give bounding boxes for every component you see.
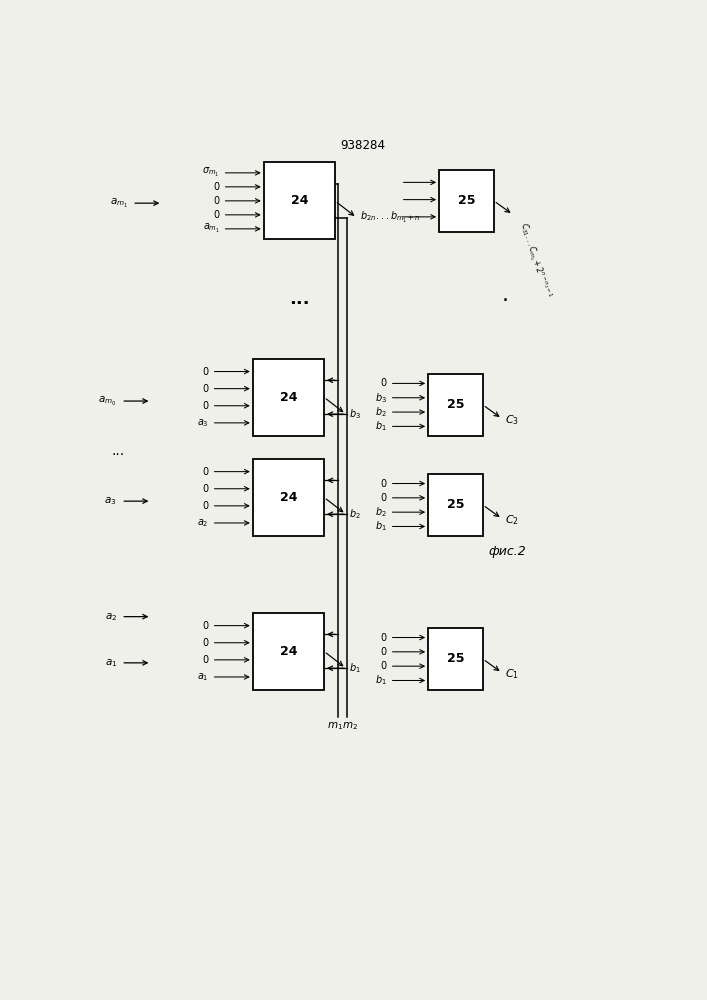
Text: $a_3$: $a_3$ — [105, 495, 117, 507]
Text: $m_2$: $m_2$ — [341, 721, 358, 732]
Text: 25: 25 — [447, 498, 464, 512]
Text: 24: 24 — [279, 391, 297, 404]
Text: $b_2$: $b_2$ — [375, 405, 387, 419]
Text: $b_1$: $b_1$ — [375, 674, 387, 687]
Text: ...: ... — [112, 444, 125, 458]
Text: $a_2$: $a_2$ — [105, 611, 117, 623]
Bar — [428, 374, 483, 436]
Text: $a_{m_1}$: $a_{m_1}$ — [203, 222, 220, 235]
Text: $C_3$: $C_3$ — [505, 413, 519, 427]
Text: фис.2: фис.2 — [489, 545, 526, 558]
Text: 25: 25 — [457, 194, 475, 207]
Bar — [439, 170, 494, 232]
Text: 0: 0 — [381, 378, 387, 388]
Text: 0: 0 — [203, 655, 209, 665]
Text: 938284: 938284 — [340, 139, 385, 152]
Bar — [253, 459, 324, 536]
Text: 0: 0 — [203, 467, 209, 477]
Text: 24: 24 — [279, 491, 297, 504]
Text: $C_{31}...C_{m_1}+2^{n-n_2-1}$: $C_{31}...C_{m_1}+2^{n-n_2-1}$ — [516, 220, 554, 300]
Text: $a_3$: $a_3$ — [197, 417, 209, 429]
Text: $b_1$: $b_1$ — [375, 419, 387, 433]
Bar — [428, 628, 483, 690]
Text: $b_3$: $b_3$ — [349, 407, 361, 421]
Text: 0: 0 — [203, 484, 209, 494]
Bar — [253, 613, 324, 690]
Text: 0: 0 — [203, 384, 209, 394]
Text: 0: 0 — [214, 182, 220, 192]
Text: 25: 25 — [447, 398, 464, 411]
Text: 0: 0 — [203, 401, 209, 411]
Text: 24: 24 — [291, 194, 308, 207]
Text: 0: 0 — [203, 621, 209, 631]
Text: $b_2$: $b_2$ — [375, 505, 387, 519]
Text: $m_1$: $m_1$ — [327, 721, 343, 732]
Text: $b_{2n}...b_{m_1+n}$: $b_{2n}...b_{m_1+n}$ — [360, 210, 420, 225]
Text: 0: 0 — [203, 501, 209, 511]
Text: $a_2$: $a_2$ — [197, 517, 209, 529]
Text: $a_{m_1}$: $a_{m_1}$ — [110, 197, 128, 210]
Bar — [264, 162, 335, 239]
Text: 0: 0 — [203, 638, 209, 648]
Text: 0: 0 — [381, 479, 387, 489]
Text: ...: ... — [289, 290, 310, 308]
Text: 25: 25 — [447, 652, 464, 666]
Text: 0: 0 — [214, 196, 220, 206]
Text: 0: 0 — [381, 661, 387, 671]
Text: 0: 0 — [203, 367, 209, 377]
Text: 24: 24 — [279, 645, 297, 658]
Text: $a_1$: $a_1$ — [105, 657, 117, 669]
Text: $b_1$: $b_1$ — [349, 661, 361, 675]
Bar — [253, 359, 324, 436]
Text: 0: 0 — [214, 210, 220, 220]
Text: $C_2$: $C_2$ — [505, 514, 519, 527]
Text: σ$_{m_1}$: σ$_{m_1}$ — [202, 166, 220, 179]
Text: $b_3$: $b_3$ — [375, 391, 387, 405]
Text: .: . — [501, 285, 508, 305]
Text: 0: 0 — [381, 647, 387, 657]
Text: $b_1$: $b_1$ — [375, 520, 387, 533]
Bar — [428, 474, 483, 536]
Text: $C_1$: $C_1$ — [505, 668, 519, 681]
Text: 0: 0 — [381, 633, 387, 643]
Text: 0: 0 — [381, 493, 387, 503]
Text: $a_1$: $a_1$ — [197, 671, 209, 683]
Text: $a_{m_0}$: $a_{m_0}$ — [98, 395, 117, 408]
Text: $b_2$: $b_2$ — [349, 507, 361, 521]
